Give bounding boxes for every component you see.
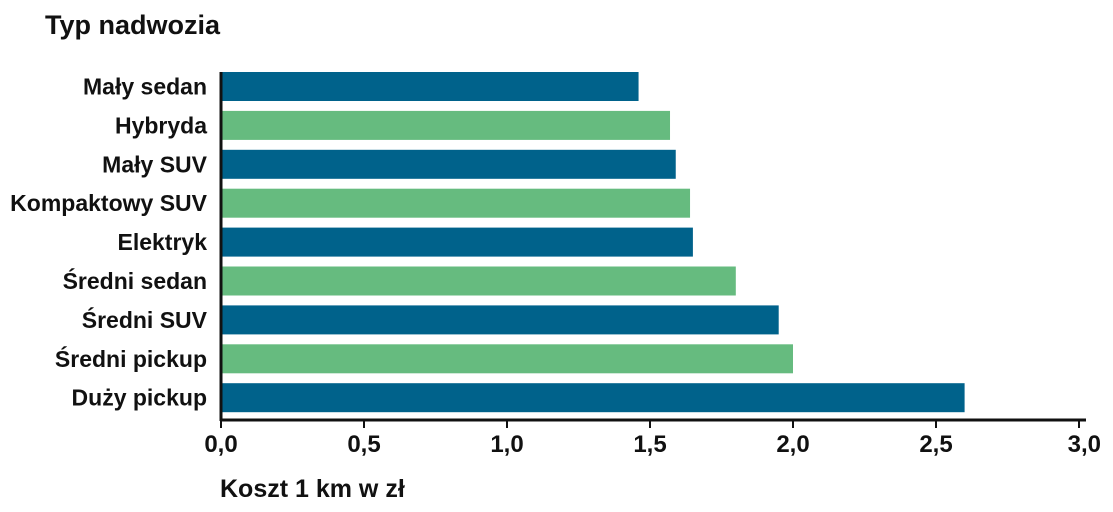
x-axis-label: Koszt 1 km w zł bbox=[220, 475, 405, 503]
x-tick-label-3: 1,0 bbox=[490, 431, 523, 458]
category-label-6: Średni sedan bbox=[63, 267, 207, 294]
category-label-2: Hybryda bbox=[115, 112, 207, 138]
bar-6 bbox=[221, 266, 736, 296]
category-label-4: Kompaktowy SUV bbox=[10, 190, 207, 216]
chart-title: Typ nadwozia bbox=[45, 10, 221, 40]
x-tick-label-7: 3,0 bbox=[1068, 431, 1101, 458]
x-tick-label-5: 2,0 bbox=[776, 431, 809, 458]
category-label-7: Średni SUV bbox=[82, 306, 208, 333]
bar-7 bbox=[221, 305, 779, 335]
x-tick-label-6: 2,5 bbox=[919, 431, 952, 458]
x-tick-label-2: 0,5 bbox=[347, 431, 380, 458]
bar-9 bbox=[221, 383, 965, 413]
bar-4 bbox=[221, 188, 691, 218]
bar-3 bbox=[221, 149, 676, 179]
bar-1 bbox=[221, 72, 639, 101]
category-labels: Mały sedan Hybryda Mały SUV Kompaktowy SUV E… bbox=[10, 74, 207, 411]
category-label-8: Średni pickup bbox=[55, 345, 207, 372]
category-label-9: Duży pickup bbox=[72, 385, 207, 411]
x-tick-label-1: 0,0 bbox=[204, 431, 237, 458]
x-tick-label-4: 1,5 bbox=[633, 431, 666, 458]
bar-2 bbox=[221, 110, 671, 140]
bars-group bbox=[221, 72, 965, 413]
category-label-1: Mały sedan bbox=[83, 74, 207, 100]
category-label-3: Mały SUV bbox=[102, 151, 207, 177]
x-tick-labels: 0,0 0,5 1,0 1,5 2,0 2,5 3,0 bbox=[204, 431, 1101, 458]
bar-8 bbox=[221, 344, 793, 374]
category-label-5: Elektryk bbox=[117, 229, 207, 255]
bar-5 bbox=[221, 227, 693, 257]
x-ticks bbox=[220, 420, 1080, 428]
